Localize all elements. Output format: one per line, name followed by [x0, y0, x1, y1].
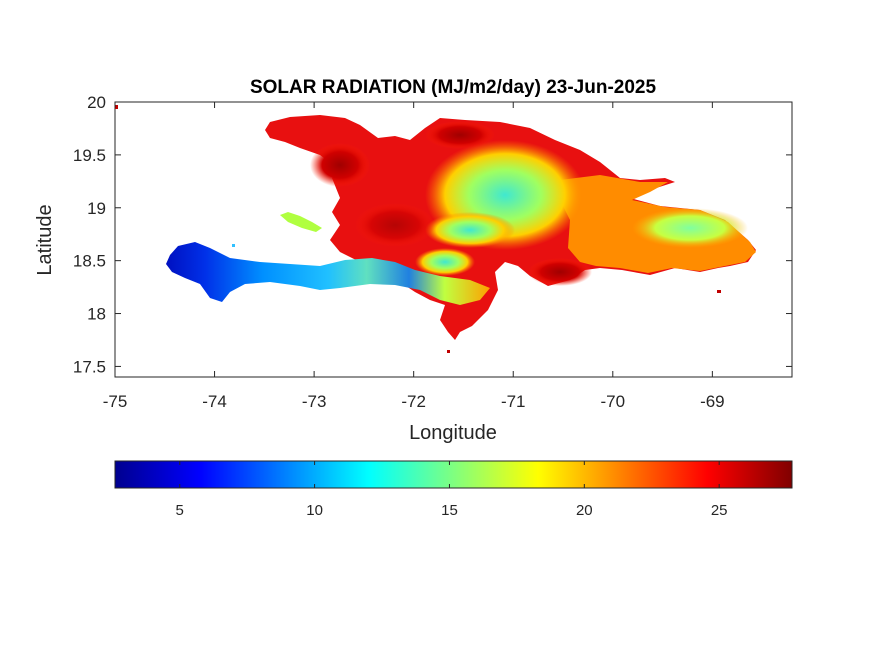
island-heatmap — [115, 105, 756, 353]
region-east-plain — [632, 208, 748, 248]
hot-spot-southeast — [528, 258, 592, 286]
colorbar — [114, 460, 793, 489]
x-tick-label: -71 — [501, 392, 526, 411]
speck-south — [447, 350, 450, 353]
x-tick-label: -70 — [601, 392, 626, 411]
hot-spot-north — [425, 121, 495, 149]
y-tick-label: 20 — [87, 93, 106, 112]
x-axis-label: Longitude — [409, 422, 497, 444]
y-tick-label: 19.5 — [73, 146, 106, 165]
colorbar-tick-label: 5 — [176, 502, 184, 519]
x-tick-label: -74 — [202, 392, 227, 411]
y-axis-label: Latitude — [34, 204, 56, 275]
x-tick-label: -73 — [302, 392, 327, 411]
region-south-haiti — [166, 242, 490, 305]
y-tick-label: 19 — [87, 199, 106, 218]
x-tick-label: -75 — [103, 392, 128, 411]
hot-spot-west-central — [355, 203, 435, 247]
x-axis-ticks: -75 -74 -73 -72 -71 -70 -69 — [103, 102, 725, 411]
x-tick-label: -69 — [700, 392, 725, 411]
chart-title: SOLAR RADIATION (MJ/m2/day) 23-Jun-2025 — [250, 77, 657, 98]
colorbar-tick-label: 20 — [576, 502, 593, 519]
y-tick-label: 18.5 — [73, 252, 106, 271]
x-tick-label: -72 — [401, 392, 426, 411]
y-tick-label: 18 — [87, 305, 106, 324]
region-central-valley — [425, 212, 515, 248]
speck-west — [232, 244, 235, 247]
colorbar-tick-label: 15 — [441, 502, 458, 519]
y-axis-ticks: 20 19.5 19 18.5 18 17.5 — [73, 93, 792, 376]
y-tick-label: 17.5 — [73, 357, 106, 376]
region-south-central — [415, 248, 475, 276]
colorbar-ticks: 5 10 15 20 25 — [176, 461, 728, 519]
colorbar-tick-label: 10 — [306, 502, 323, 519]
colorbar-tick-label: 25 — [711, 502, 728, 519]
region-gonave-island — [280, 212, 322, 232]
speck-saona — [717, 290, 721, 293]
hot-spot-northwest — [310, 143, 370, 187]
speck-northwest — [115, 105, 118, 109]
